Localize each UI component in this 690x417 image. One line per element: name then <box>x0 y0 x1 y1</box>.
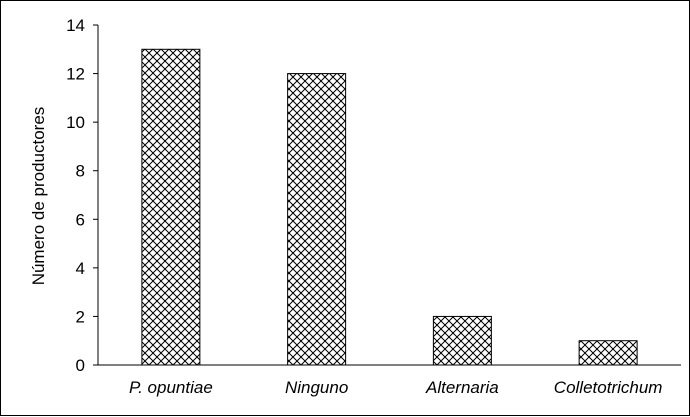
y-tick-label: 10 <box>66 113 85 132</box>
y-tick-label: 4 <box>76 259 85 278</box>
bar-p-opuntiae <box>141 48 201 366</box>
bar-colletotrichum <box>578 340 638 366</box>
y-tick-label: 12 <box>66 65 85 84</box>
y-tick-label: 14 <box>66 16 85 35</box>
x-tick-label: Colletotrichum <box>554 378 663 397</box>
plot-area: 0 2 4 6 8 10 12 14 P. opuntiae Ninguno Alternaria C… <box>66 16 681 397</box>
bar-ninguno <box>287 73 347 366</box>
x-tick-label: P. opuntiae <box>129 378 213 397</box>
y-tick-label: 2 <box>76 307 85 326</box>
y-tick-label: 6 <box>76 210 85 229</box>
y-tick-label: 8 <box>76 162 85 181</box>
bar-alternaria <box>432 315 492 366</box>
y-axis-title: Número de productores <box>29 107 48 286</box>
x-tick-label: Alternaria <box>425 378 499 397</box>
y-tick-label: 0 <box>76 356 85 375</box>
x-tick-label: Ninguno <box>285 378 348 397</box>
